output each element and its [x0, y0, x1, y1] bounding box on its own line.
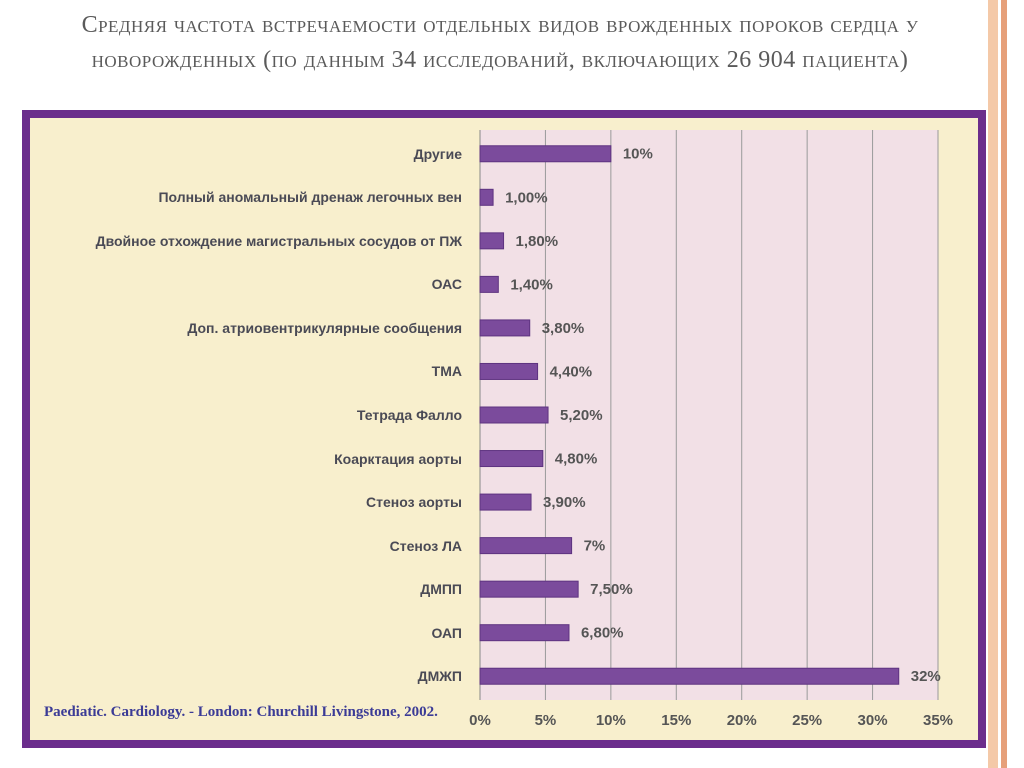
- x-tick-label: 10%: [596, 712, 626, 729]
- y-tick-label: ТМА: [431, 363, 462, 380]
- x-tick-label: 30%: [858, 712, 888, 729]
- x-tick-label: 0%: [469, 712, 491, 729]
- value-label: 32%: [911, 668, 941, 685]
- y-tick-label: Двойное отхождение магистральных сосудов…: [95, 232, 462, 249]
- side-stripe: [988, 0, 998, 768]
- value-label: 4,40%: [550, 363, 593, 380]
- y-tick-label: ДМПП: [420, 581, 462, 598]
- bar: [479, 406, 549, 424]
- bar: [479, 537, 573, 555]
- value-label: 6,80%: [581, 625, 624, 642]
- bar: [479, 493, 532, 511]
- value-label: 4,80%: [555, 451, 598, 468]
- value-label: 1,80%: [516, 233, 559, 250]
- value-label: 3,80%: [542, 320, 585, 337]
- y-tick-label: Коарктация аорты: [334, 450, 462, 467]
- y-tick-label: ОАС: [431, 276, 462, 293]
- bar: [479, 275, 499, 293]
- x-tick-label: 20%: [727, 712, 757, 729]
- x-tick-label: 15%: [661, 712, 691, 729]
- title: Средняя частота встречаемости отдельных …: [81, 12, 919, 73]
- y-tick-label: Стеноз ЛА: [389, 537, 462, 554]
- y-tick-label: Доп. атриовентрикулярные сообщения: [187, 319, 462, 336]
- bar: [479, 319, 531, 337]
- y-tick-label: ДМЖП: [417, 668, 462, 685]
- bar: [479, 188, 494, 206]
- bar: [479, 145, 612, 163]
- value-label: 1,00%: [505, 189, 548, 206]
- x-tick-label: 35%: [923, 712, 953, 729]
- source: Paediatic. Cardiology. - London: Churchi…: [44, 704, 438, 720]
- y-tick-label: Полный аномальный дренаж легочных вен: [158, 189, 462, 206]
- bar: [479, 580, 579, 598]
- x-tick-label: 25%: [792, 712, 822, 729]
- value-label: 7,50%: [590, 581, 633, 598]
- bar: [479, 450, 544, 468]
- value-label: 7%: [584, 538, 606, 555]
- value-label: 1,40%: [510, 276, 553, 293]
- value-label: 10%: [623, 146, 653, 163]
- x-tick-label: 5%: [535, 712, 557, 729]
- bar: [479, 667, 900, 685]
- side-stripe: [1001, 0, 1007, 768]
- y-tick-label: Другие: [413, 145, 462, 162]
- value-label: 3,90%: [543, 494, 586, 511]
- bar: [479, 232, 505, 250]
- y-tick-label: ОАП: [431, 624, 462, 641]
- y-tick-label: Стеноз аорты: [366, 494, 462, 511]
- plot-area: [480, 130, 938, 700]
- bar: [479, 624, 570, 642]
- bar: [479, 362, 539, 380]
- value-label: 5,20%: [560, 407, 603, 424]
- y-tick-label: Тетрада Фалло: [356, 407, 462, 423]
